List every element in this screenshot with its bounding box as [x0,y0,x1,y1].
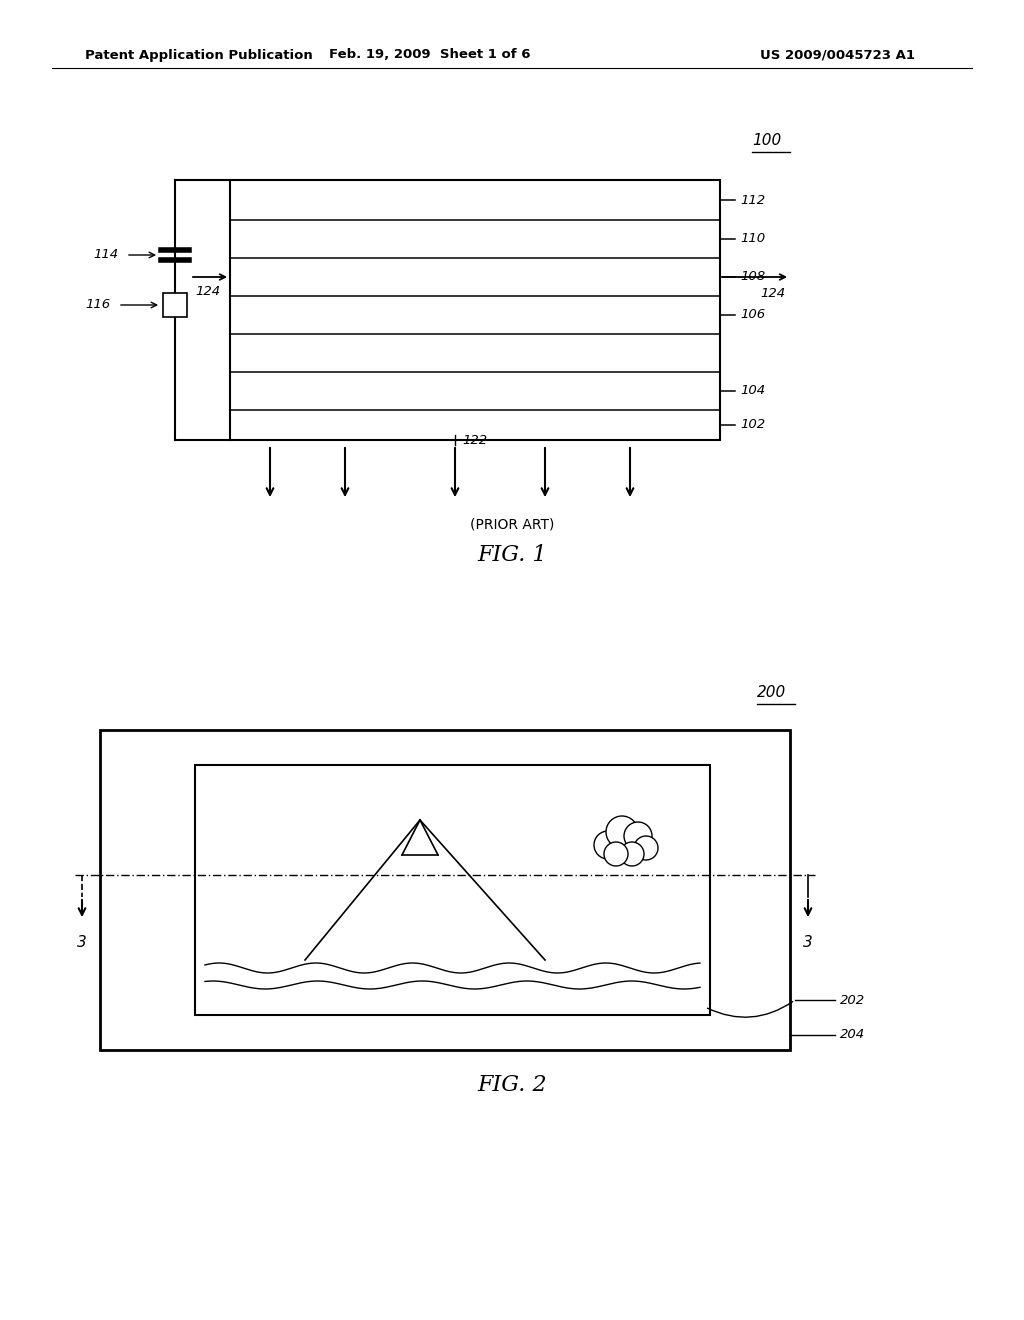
Text: 3: 3 [803,935,813,950]
Text: 104: 104 [740,384,765,397]
Text: 122: 122 [462,433,487,446]
Circle shape [634,836,658,861]
Text: FIG. 1: FIG. 1 [477,544,547,566]
Circle shape [594,832,622,859]
Bar [100,730,790,1049]
Bar [230,180,720,440]
Text: 124: 124 [195,285,220,298]
Circle shape [624,822,652,850]
Text: 112: 112 [740,194,765,206]
Text: 200: 200 [757,685,786,700]
Circle shape [604,842,628,866]
Circle shape [620,842,644,866]
Text: Patent Application Publication: Patent Application Publication [85,49,312,62]
Text: 108: 108 [740,271,765,284]
Text: 106: 106 [740,309,765,322]
Text: US 2009/0045723 A1: US 2009/0045723 A1 [760,49,915,62]
Text: 100: 100 [752,133,781,148]
Text: 3: 3 [77,935,87,950]
Text: 110: 110 [740,232,765,246]
Text: 124: 124 [760,286,785,300]
Text: 204: 204 [840,1028,865,1041]
Text: 202: 202 [840,994,865,1006]
Text: 116: 116 [85,298,110,312]
Bar [195,766,710,1015]
Text: FIG. 2: FIG. 2 [477,1074,547,1096]
Text: 102: 102 [740,418,765,432]
Circle shape [606,816,638,847]
Text: (PRIOR ART): (PRIOR ART) [470,517,554,532]
Bar [163,293,187,317]
Text: Feb. 19, 2009  Sheet 1 of 6: Feb. 19, 2009 Sheet 1 of 6 [330,49,530,62]
Text: 114: 114 [93,248,118,261]
